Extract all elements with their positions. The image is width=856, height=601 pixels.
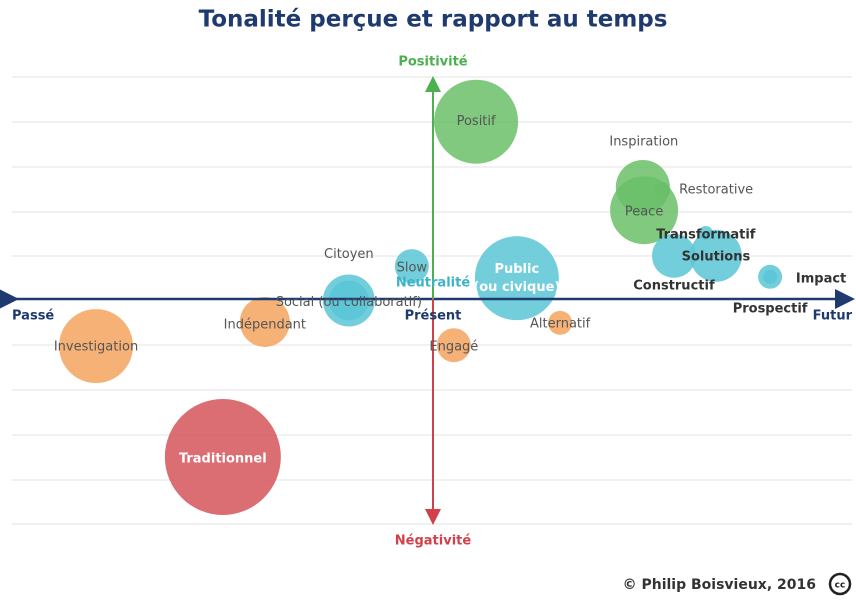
bubble [610, 176, 679, 245]
bubble-label: Restorative [679, 183, 753, 198]
bubble-label: Indépendant [224, 317, 306, 332]
bubble-label: Constructif [633, 278, 715, 293]
bubble [651, 233, 696, 278]
bubble-label: Slow [397, 261, 428, 276]
bubble [474, 236, 559, 321]
bubbles [59, 79, 783, 515]
bubble [763, 269, 778, 284]
credit: © Philip Boisvieux, 2016 [623, 577, 816, 593]
bubble-label: Social (ou collaboratif) [276, 295, 422, 310]
svg-text:cc: cc [835, 581, 846, 591]
cc-icon: cc [828, 572, 852, 596]
bubble [548, 310, 573, 335]
bubble-label: Solutions [682, 249, 751, 264]
bubble-label: Inspiration [609, 134, 678, 149]
axis-label: Futur [813, 309, 853, 324]
bubble-label: Alternatif [530, 316, 591, 331]
axis-label: Passé [12, 309, 54, 324]
bubble [394, 249, 429, 284]
bubble-label: Public (ou civique) [473, 262, 560, 295]
bubble-label: Impact [796, 271, 846, 286]
bubble-label: Citoyen [324, 247, 374, 262]
axis-label: Négativité [395, 534, 472, 549]
axis-label: Présent [405, 309, 462, 324]
bubble [689, 229, 742, 282]
axis-label: Neutralité [396, 276, 470, 291]
bubble [436, 328, 471, 363]
bubble [434, 79, 519, 164]
bubble-label: Positif [457, 114, 496, 129]
bubble-label: Investigation [54, 340, 138, 355]
bubble-label: Peace [625, 205, 664, 220]
chart-title: Tonalité perçue et rapport au temps [199, 7, 668, 33]
bubble [59, 309, 133, 384]
bubble-label: Transformatif [656, 228, 756, 243]
bubble [239, 296, 290, 347]
bubble-label: Prospectif [733, 301, 808, 316]
bubble-label: Engagé [429, 340, 478, 355]
bubble [164, 398, 281, 515]
axis-label: Positivité [398, 55, 467, 70]
bubble-label: Traditionnel [179, 451, 267, 466]
labels: Positif Inspiration Restorative Peace Transf… [54, 114, 846, 466]
